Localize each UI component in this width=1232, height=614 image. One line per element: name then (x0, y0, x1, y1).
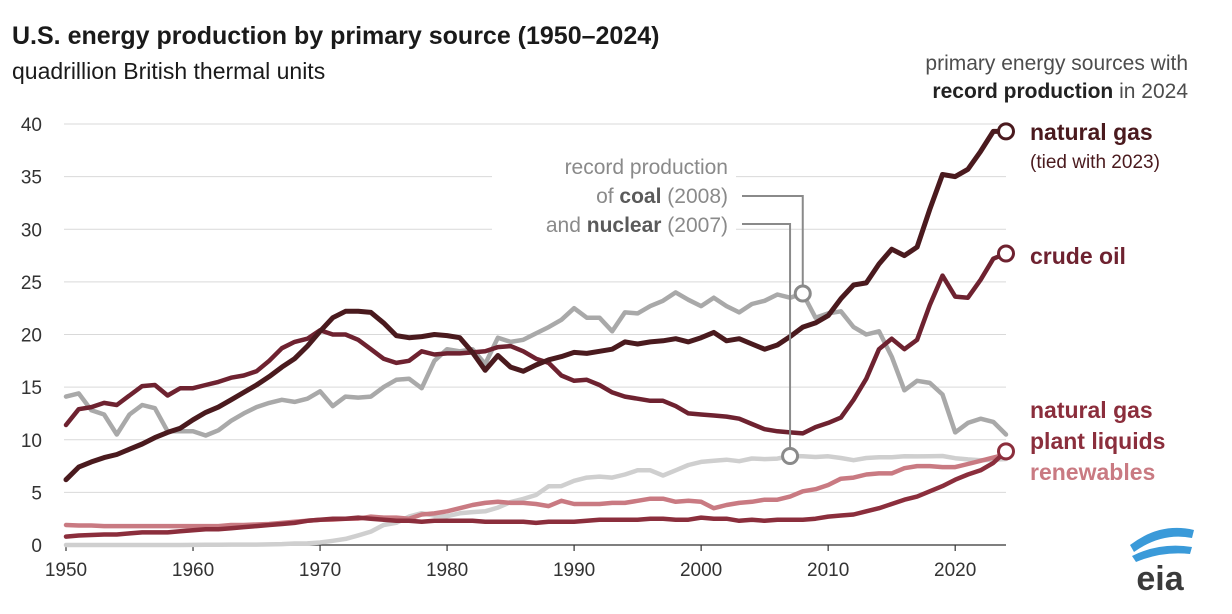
crude-oil-series-line (63, 251, 1009, 436)
y-tick-label-15: 15 (21, 378, 42, 399)
x-tick-label-1950: 1950 (45, 560, 87, 581)
x-tick-label-2000: 2000 (680, 560, 722, 581)
ngpl-series-line (63, 449, 1009, 539)
renewables-label: renewables (1030, 459, 1155, 485)
x-tick-label-2010: 2010 (807, 560, 849, 581)
coal-leader-line (742, 195, 804, 286)
y-tick-label-5: 5 (31, 483, 42, 504)
coal-series-line (63, 290, 1009, 438)
annotation-nuclear-bold: nuclear (587, 214, 662, 237)
annotation-background (492, 152, 736, 238)
chart-subtitle: quadrillion British thermal units (12, 58, 326, 84)
header-note-bold: record production (932, 80, 1113, 103)
axis-ticks: 0 5 10 15 20 25 30 35 40 1950 1960 1970 1980 1990 2000… (21, 115, 976, 581)
header-note-line2: record production in 2024 (932, 80, 1188, 103)
y-tick-label-0: 0 (31, 536, 42, 557)
eia-logo-swoosh-top (1130, 527, 1194, 552)
x-tick-label-1960: 1960 (172, 560, 214, 581)
coal-record-marker (793, 284, 812, 303)
x-tick-label-2020: 2020 (934, 560, 976, 581)
y-tick-label-25: 25 (21, 273, 42, 294)
annotation-line2-pre: of (596, 185, 619, 208)
annotation-line3: and nuclear (2007) (546, 214, 728, 237)
x-tick-label-1970: 1970 (299, 560, 341, 581)
record-markers (781, 122, 1015, 465)
eia-logo-text: eia (1136, 560, 1184, 598)
y-tick-label-40: 40 (21, 115, 42, 136)
y-tick-label-10: 10 (21, 431, 42, 452)
eia-logo-swoosh-bottom (1132, 545, 1192, 562)
header-note-rest: in 2024 (1113, 80, 1188, 103)
ngpl-label-line1: natural gas (1030, 397, 1153, 423)
series-lines (63, 128, 1009, 548)
natural-gas-label: natural gas (1030, 119, 1153, 145)
annotation-line3-post: (2007) (661, 214, 728, 237)
annotation-coal-bold: coal (619, 185, 661, 208)
y-tick-label-30: 30 (21, 220, 42, 241)
annotation-line3-pre: and (546, 214, 587, 237)
annotation-line2: of coal (2008) (596, 185, 728, 208)
nuclear-leader-line (742, 223, 792, 448)
natural-gas-note: (tied with 2023) (1030, 152, 1160, 173)
eia-logo: eia (1130, 527, 1194, 598)
header-note-line1: primary energy sources with (925, 52, 1188, 75)
annotation-line1: record production (565, 156, 728, 179)
natural-gas-record-marker (997, 122, 1015, 141)
y-tick-label-20: 20 (21, 326, 42, 347)
crude-oil-record-marker (997, 244, 1015, 263)
ngpl-record-marker (997, 442, 1015, 461)
natural-gas-series-line (63, 128, 1009, 483)
renewables-series-line (63, 452, 1009, 529)
chart-title: U.S. energy production by primary source… (12, 22, 660, 50)
annotation-line2-post: (2008) (661, 185, 728, 208)
nuclear-series-line (63, 453, 1009, 548)
ngpl-label-line2: plant liquids (1030, 428, 1165, 454)
nuclear-record-marker (781, 446, 800, 465)
y-tick-label-35: 35 (21, 168, 42, 189)
x-tick-label-1990: 1990 (553, 560, 595, 581)
crude-oil-label: crude oil (1030, 243, 1126, 269)
x-tick-label-1980: 1980 (426, 560, 468, 581)
